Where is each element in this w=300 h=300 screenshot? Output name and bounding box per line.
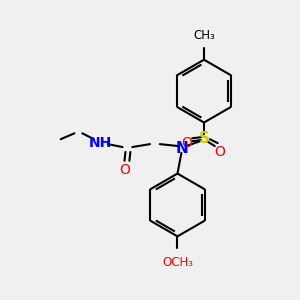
Text: S: S (199, 131, 209, 146)
Text: OCH₃: OCH₃ (162, 256, 193, 269)
Text: CH₃: CH₃ (193, 29, 215, 42)
Text: O: O (214, 145, 225, 159)
Text: O: O (119, 163, 130, 177)
Text: NH: NH (88, 136, 112, 150)
Text: O: O (181, 136, 192, 150)
Text: N: N (176, 140, 189, 155)
